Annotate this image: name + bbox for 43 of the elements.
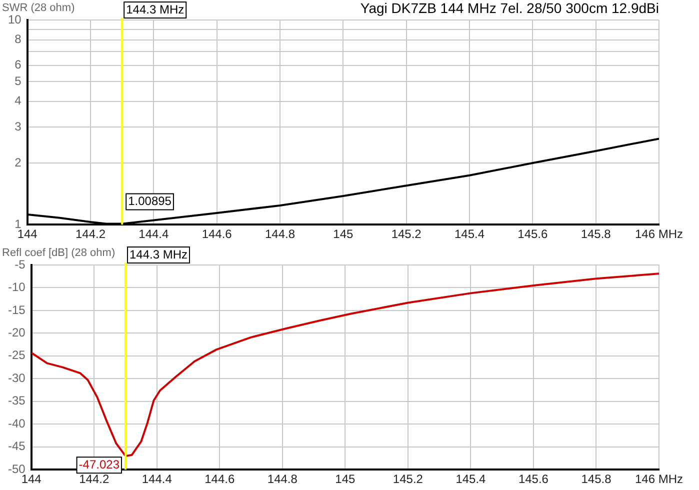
x-tick-label: 144.2 xyxy=(75,227,106,242)
y-tick-label: 6 xyxy=(14,58,22,72)
x-tick-label: 144.4 xyxy=(142,472,172,486)
y-tick-label: 10 xyxy=(8,12,22,26)
x-tick-label: 145.8 xyxy=(580,227,612,242)
x-tick-label: 145.8 xyxy=(581,472,612,486)
y-tick-label: 2 xyxy=(14,155,22,170)
x-tick-label: 145.6 xyxy=(518,227,548,242)
y-tick-label: -45 xyxy=(8,439,26,454)
y-tick-label: 5 xyxy=(14,74,22,88)
y-tick-label: 8 xyxy=(14,32,22,46)
x-tick-label: 144.6 xyxy=(202,227,232,242)
x-tick-label: 145.2 xyxy=(392,472,424,486)
y-tick-label: 4 xyxy=(14,94,22,108)
x-tick-label: 144.8 xyxy=(264,227,296,242)
y-tick-label: -10 xyxy=(8,280,26,294)
x-tick-label: 144.4 xyxy=(138,227,170,242)
y-axis-title: SWR (28 ohm) xyxy=(2,2,75,14)
y-tick-label: -30 xyxy=(8,370,26,385)
annotation: 1.00895 xyxy=(128,194,172,208)
x-tick-label: 144.6 xyxy=(204,472,235,486)
x-tick-label: 146 MHz xyxy=(634,472,684,486)
x-tick-label: 144.2 xyxy=(79,472,110,486)
chart-title: Yagi DK7ZB 144 MHz 7el. 28/50 300cm 12.9dBi xyxy=(360,0,659,16)
y-tick-label: -20 xyxy=(8,326,26,340)
y-tick-label: -40 xyxy=(8,416,26,430)
ref-line-label: 144.3 MHz xyxy=(126,2,184,16)
annotation: -47.023 xyxy=(78,457,120,472)
y-axis-title: Refl coef [dB] (28 ohm) xyxy=(2,247,116,260)
y-tick-label: -15 xyxy=(8,302,26,317)
y-tick-label: -5 xyxy=(14,257,26,272)
y-tick-label: 3 xyxy=(14,119,22,134)
x-tick-label: 145.2 xyxy=(391,227,422,242)
x-tick-label: 145.4 xyxy=(456,472,486,486)
y-tick-label: -35 xyxy=(8,394,26,408)
ref-line-label: 144.3 MHz xyxy=(129,247,188,262)
x-tick-label: 144.8 xyxy=(267,472,298,486)
y-tick-label: -25 xyxy=(8,348,26,362)
x-tick-label: 145 xyxy=(333,227,354,242)
x-tick-label: 146 MHz xyxy=(634,227,684,242)
x-tick-label: 145.4 xyxy=(454,227,485,242)
x-tick-label: 145.6 xyxy=(518,472,549,486)
x-tick-label: 145 xyxy=(335,472,356,486)
